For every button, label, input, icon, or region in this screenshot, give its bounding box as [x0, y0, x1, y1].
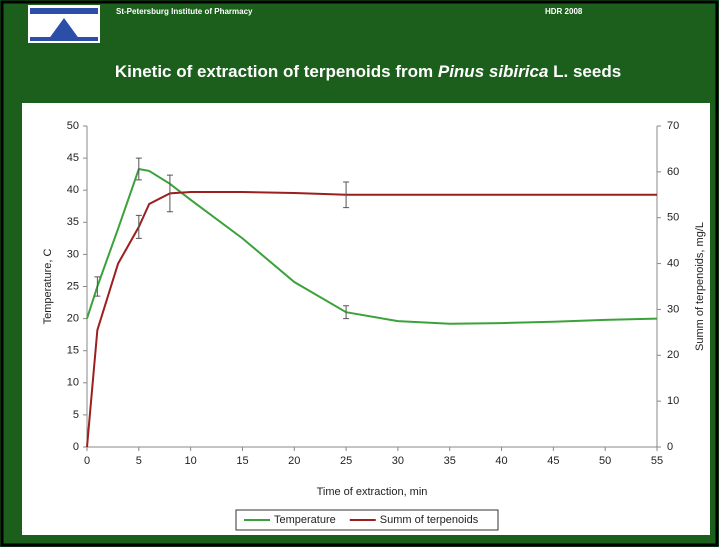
- logo: [28, 5, 100, 43]
- error-bar: [94, 276, 101, 297]
- legend-label: Summ of terpenoids: [380, 514, 479, 526]
- x-tick-label: 25: [340, 455, 352, 467]
- event: HDR 2008: [545, 7, 583, 16]
- y2-tick-label: 10: [667, 395, 679, 407]
- series-line: [86, 167, 658, 325]
- y2-tick-label: 60: [667, 166, 679, 178]
- y-tick-label: 15: [67, 345, 79, 357]
- y-tick-label: 40: [67, 184, 79, 196]
- x-tick-label: 35: [444, 455, 456, 467]
- x-axis-label: Time of extraction, min: [317, 486, 428, 498]
- x-tick-label: 55: [651, 455, 663, 467]
- title-part: Pinus sibirica: [438, 62, 549, 81]
- slide-title: Kinetic of extraction of terpenoids from…: [115, 62, 621, 81]
- y2-tick-label: 30: [667, 303, 679, 315]
- x-tick-label: 50: [599, 455, 611, 467]
- x-tick-label: 20: [288, 455, 300, 467]
- y-tick-label: 35: [67, 216, 79, 228]
- title-part: L. seeds: [548, 62, 621, 81]
- x-tick-label: 40: [495, 455, 507, 467]
- error-bar: [135, 214, 142, 239]
- y2-tick-label: 70: [667, 120, 679, 132]
- y-tick-label: 10: [67, 377, 79, 389]
- error-bar: [135, 157, 142, 181]
- y2-tick-label: 0: [667, 441, 673, 453]
- x-tick-label: 5: [136, 455, 142, 467]
- x-tick-label: 15: [236, 455, 248, 467]
- institute: St-Petersburg Institute of Pharmacy: [116, 7, 253, 16]
- error-bar: [343, 181, 350, 209]
- series-line: [86, 191, 657, 448]
- y2-tick-label: 40: [667, 257, 679, 269]
- y-tick-label: 30: [67, 248, 79, 260]
- y-tick-label: 25: [67, 280, 79, 292]
- x-tick-label: 45: [547, 455, 559, 467]
- x-tick-label: 0: [84, 455, 90, 467]
- y2-axis-label: Summ of terpenoids, mg/L: [694, 222, 706, 351]
- y-tick-label: 5: [73, 409, 79, 421]
- y-axis-label: Temperature, C: [42, 249, 54, 325]
- y2-tick-label: 50: [667, 212, 679, 224]
- legend-label: Temperature: [274, 514, 336, 526]
- x-tick-label: 30: [392, 455, 404, 467]
- y-tick-label: 45: [67, 152, 79, 164]
- y-tick-label: 50: [67, 120, 79, 132]
- x-tick-label: 10: [185, 455, 197, 467]
- y-tick-label: 0: [73, 441, 79, 453]
- y2-tick-label: 20: [667, 349, 679, 361]
- title-part: Kinetic of extraction of terpenoids from: [115, 62, 438, 81]
- error-bar: [343, 305, 350, 320]
- error-bar: [166, 174, 173, 213]
- y-tick-label: 20: [67, 313, 79, 325]
